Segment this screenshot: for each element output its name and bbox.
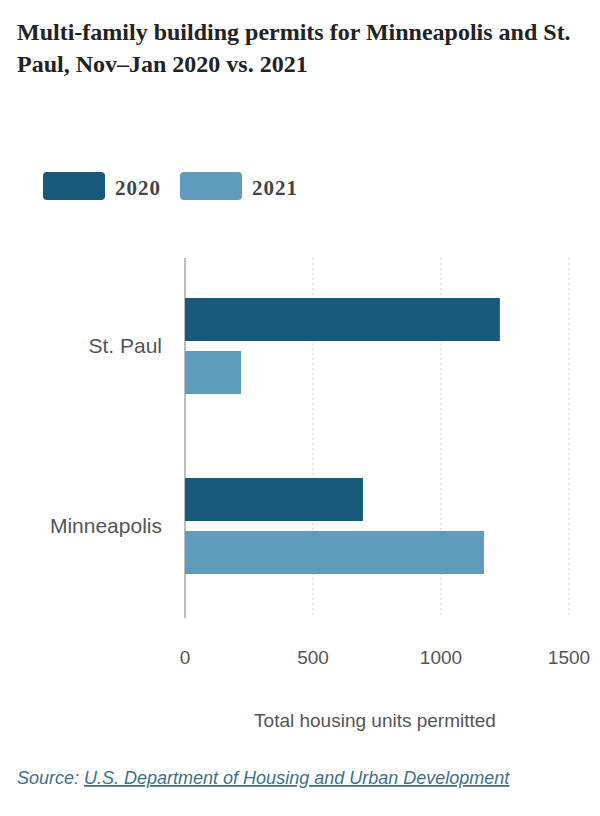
tick-label: 1500 [548, 647, 590, 668]
title-line: Paul, Nov–Jan 2020 vs. 2021 [17, 51, 308, 77]
axis-title: Total housing units permitted [254, 710, 496, 731]
source-label: Source: [17, 768, 79, 788]
x-axis-range [185, 618, 569, 619]
legend-label: 2021 [252, 176, 298, 200]
bar [185, 351, 241, 394]
tick-label: 500 [297, 647, 329, 668]
category-label: St. Paul [88, 334, 162, 357]
tick-label: 1000 [420, 647, 462, 668]
bar [185, 478, 363, 521]
chart: Multi-family building permits for Minnea… [0, 0, 600, 816]
legend-label: 2020 [115, 176, 161, 200]
title-line: Multi-family building permits for Minnea… [17, 19, 571, 45]
legend-swatch [43, 172, 105, 200]
bars [185, 298, 500, 574]
bar [185, 298, 500, 341]
grid-line [569, 258, 570, 618]
source-link: U.S. Department of Housing and Urban Dev… [84, 768, 510, 788]
tick-label: 0 [180, 647, 191, 668]
category-label: Minneapolis [50, 514, 162, 537]
bar [185, 531, 484, 574]
title: Multi-family building permits for Minnea… [17, 19, 571, 77]
legend-swatch [180, 172, 242, 200]
source: Source:U.S. Department of Housing and Ur… [17, 768, 510, 788]
